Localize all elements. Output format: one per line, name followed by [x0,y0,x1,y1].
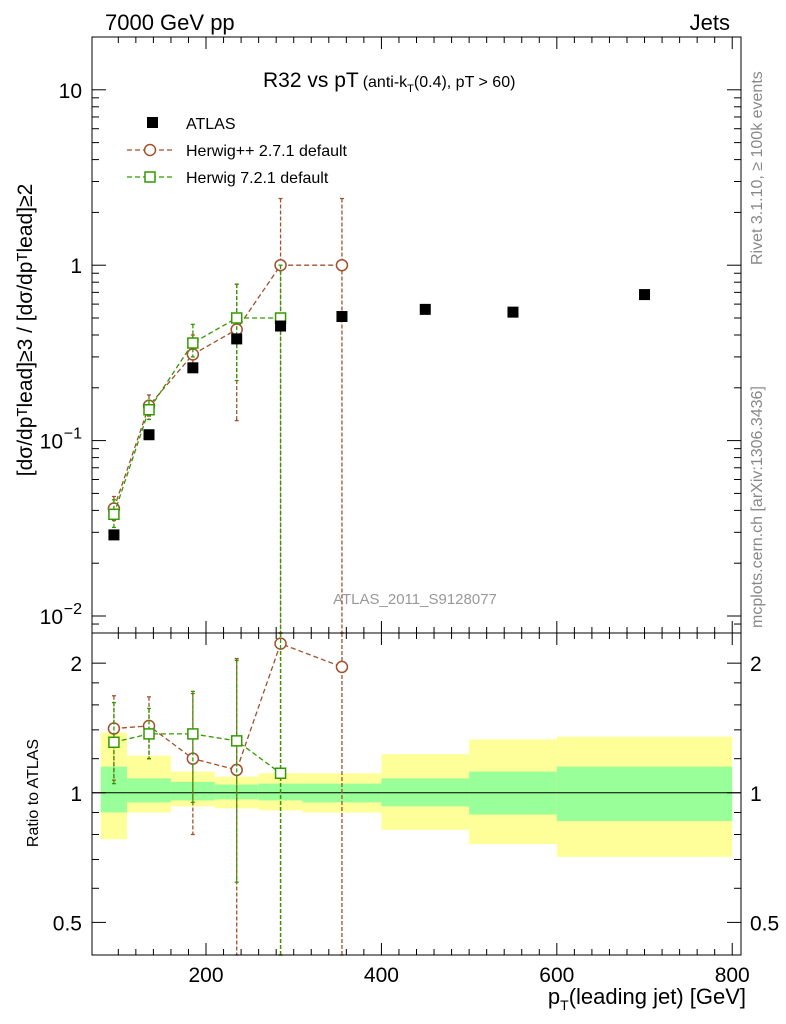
x-tick-label-400: 400 [364,964,399,987]
ratio-herwig7-point-2 [187,728,199,740]
legend: ATLAS Herwig++ 2.7.1 default Herwig 7.2.… [127,116,348,187]
main-atlas-point-1 [143,429,155,441]
ratio-herwigpp-point-4 [274,637,287,650]
ratio-y-tick-label-left-2: 2 [70,653,82,676]
main-atlas-point-6 [419,303,431,315]
main-y-axis-label: [dσ/dpᵀlead]≥3 / [dσ/dpᵀlead]≥2 [14,184,37,477]
rivet-version-label: Rivet 3.1.10, ≥ 100k events [749,71,766,265]
main-y-tick-label-2: 1 [70,255,82,278]
main-atlas-point-4 [275,320,287,332]
main-y-tick-label-1: 10 [40,431,63,454]
title-sub-pre: (anti-k [363,74,408,91]
mcplots-label: mcplots.cern.ch [arXiv:1306.3436] [749,386,766,628]
x-axis-label-rest: (leading jet) [GeV] [569,984,746,1009]
ratio-y-tick-label-left-1: 1 [70,783,82,806]
legend-label-herwig7: Herwig 7.2.1 default [186,170,329,187]
ratio-herwig7-line [113,733,281,774]
x-axis-label-index: T [560,997,569,1013]
main-atlas-point-8 [639,289,651,301]
main-y-tick-exponent-0: −2 [64,601,82,618]
ratio-band-stat-1 [127,778,171,803]
main-atlas-point-3 [231,333,243,345]
main-y-tick-exponent-1: −1 [64,426,82,443]
ratio-herwig7-point-3 [230,735,243,747]
legend-marker-herwig7 [144,171,156,183]
ratio-herwig7-point-0 [108,736,120,749]
main-herwigpp-line [113,264,342,509]
x-tick-label-600: 600 [539,964,574,987]
ratio-herwigpp-line [113,642,343,771]
ratio-y-tick-label-left-0: 0.5 [53,912,82,935]
header-right: Jets [690,10,730,35]
ratio-uncertainty-bands [92,732,741,857]
legend-label-herwigpp: Herwig++ 2.7.1 default [186,143,348,160]
title-sub-index: T [407,83,414,95]
main-atlas-point-7 [507,306,519,318]
main-atlas-point-2 [187,362,199,374]
main-herwig7-point-0 [108,508,120,521]
main-y-tick-label-0: 10 [40,606,63,629]
ratio-y-tick-label-right-2: 2 [750,653,762,676]
ratio-band-stat-8 [556,766,733,821]
analysis-watermark: ATLAS_2011_S9128077 [333,591,497,608]
main-atlas-point-0 [108,529,120,541]
legend-marker-herwigpp [143,143,157,157]
main-panel-marks [107,197,651,634]
ratio-herwig7-point-4 [274,767,287,780]
legend-marker-atlas [147,117,158,128]
main-herwig7-point-2 [187,337,199,349]
ratio-band-stat-0 [100,766,128,813]
title-sub-post: (0.4), pT > 60) [414,74,516,91]
main-herwig7-point-3 [230,312,243,324]
main-y-tick-label-3: 10 [59,80,82,103]
main-herwigpp-point-5 [335,258,349,272]
ratio-y-tick-label-right-1: 1 [750,783,762,806]
x-tick-label-800: 800 [715,964,750,987]
ratio-panel-marks [107,632,349,956]
main-herwig7-line [113,317,281,515]
plot-title: R32 vs pT (anti-kT(0.4), pT > 60) [263,69,515,95]
ratio-y-tick-label-right-0: 0.5 [750,912,779,935]
main-herwig7-point-1 [143,403,155,416]
ratio-y-axis-label: Ratio to ATLAS [25,739,42,847]
ratio-herwig7-point-1 [143,728,155,740]
header-left: 7000 GeV pp [105,10,235,35]
ratio-herwigpp-point-5 [335,660,349,674]
title-main: R32 vs pT [263,69,359,92]
main-atlas-point-5 [336,310,348,322]
x-axis-label: pT(leading jet) [GeV] [548,984,746,1013]
x-axis-label-p: p [548,984,560,1009]
x-tick-label-200: 200 [188,964,223,987]
legend-label-atlas: ATLAS [186,116,236,133]
